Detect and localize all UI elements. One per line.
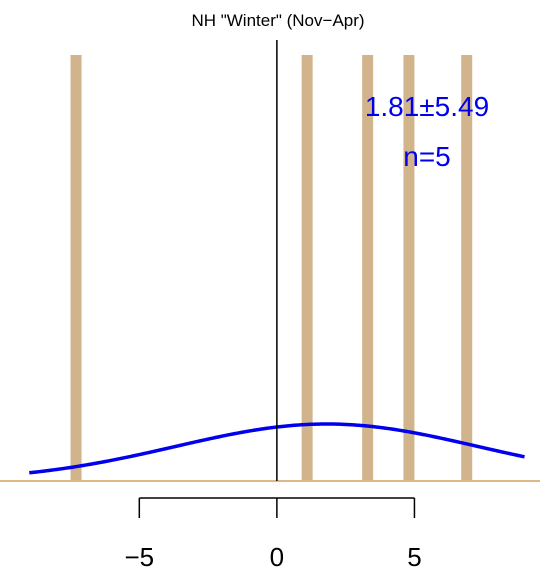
x-axis: −5 0 5 [124,497,422,570]
x-tick-label-0: −5 [124,542,154,570]
bar-2 [362,55,374,481]
chart-title: NH "Winter" (Nov−Apr) [191,11,364,30]
x-tick-label-2: 5 [407,542,421,570]
bar-1 [301,55,313,481]
n-label: n=5 [403,141,451,172]
bar-0 [70,55,82,481]
stat-label: 1.81±5.49 [365,91,489,122]
bar-3 [403,55,415,481]
x-tick-label-1: 0 [270,542,284,570]
bar-4 [461,55,473,481]
bars-layer [70,55,473,481]
